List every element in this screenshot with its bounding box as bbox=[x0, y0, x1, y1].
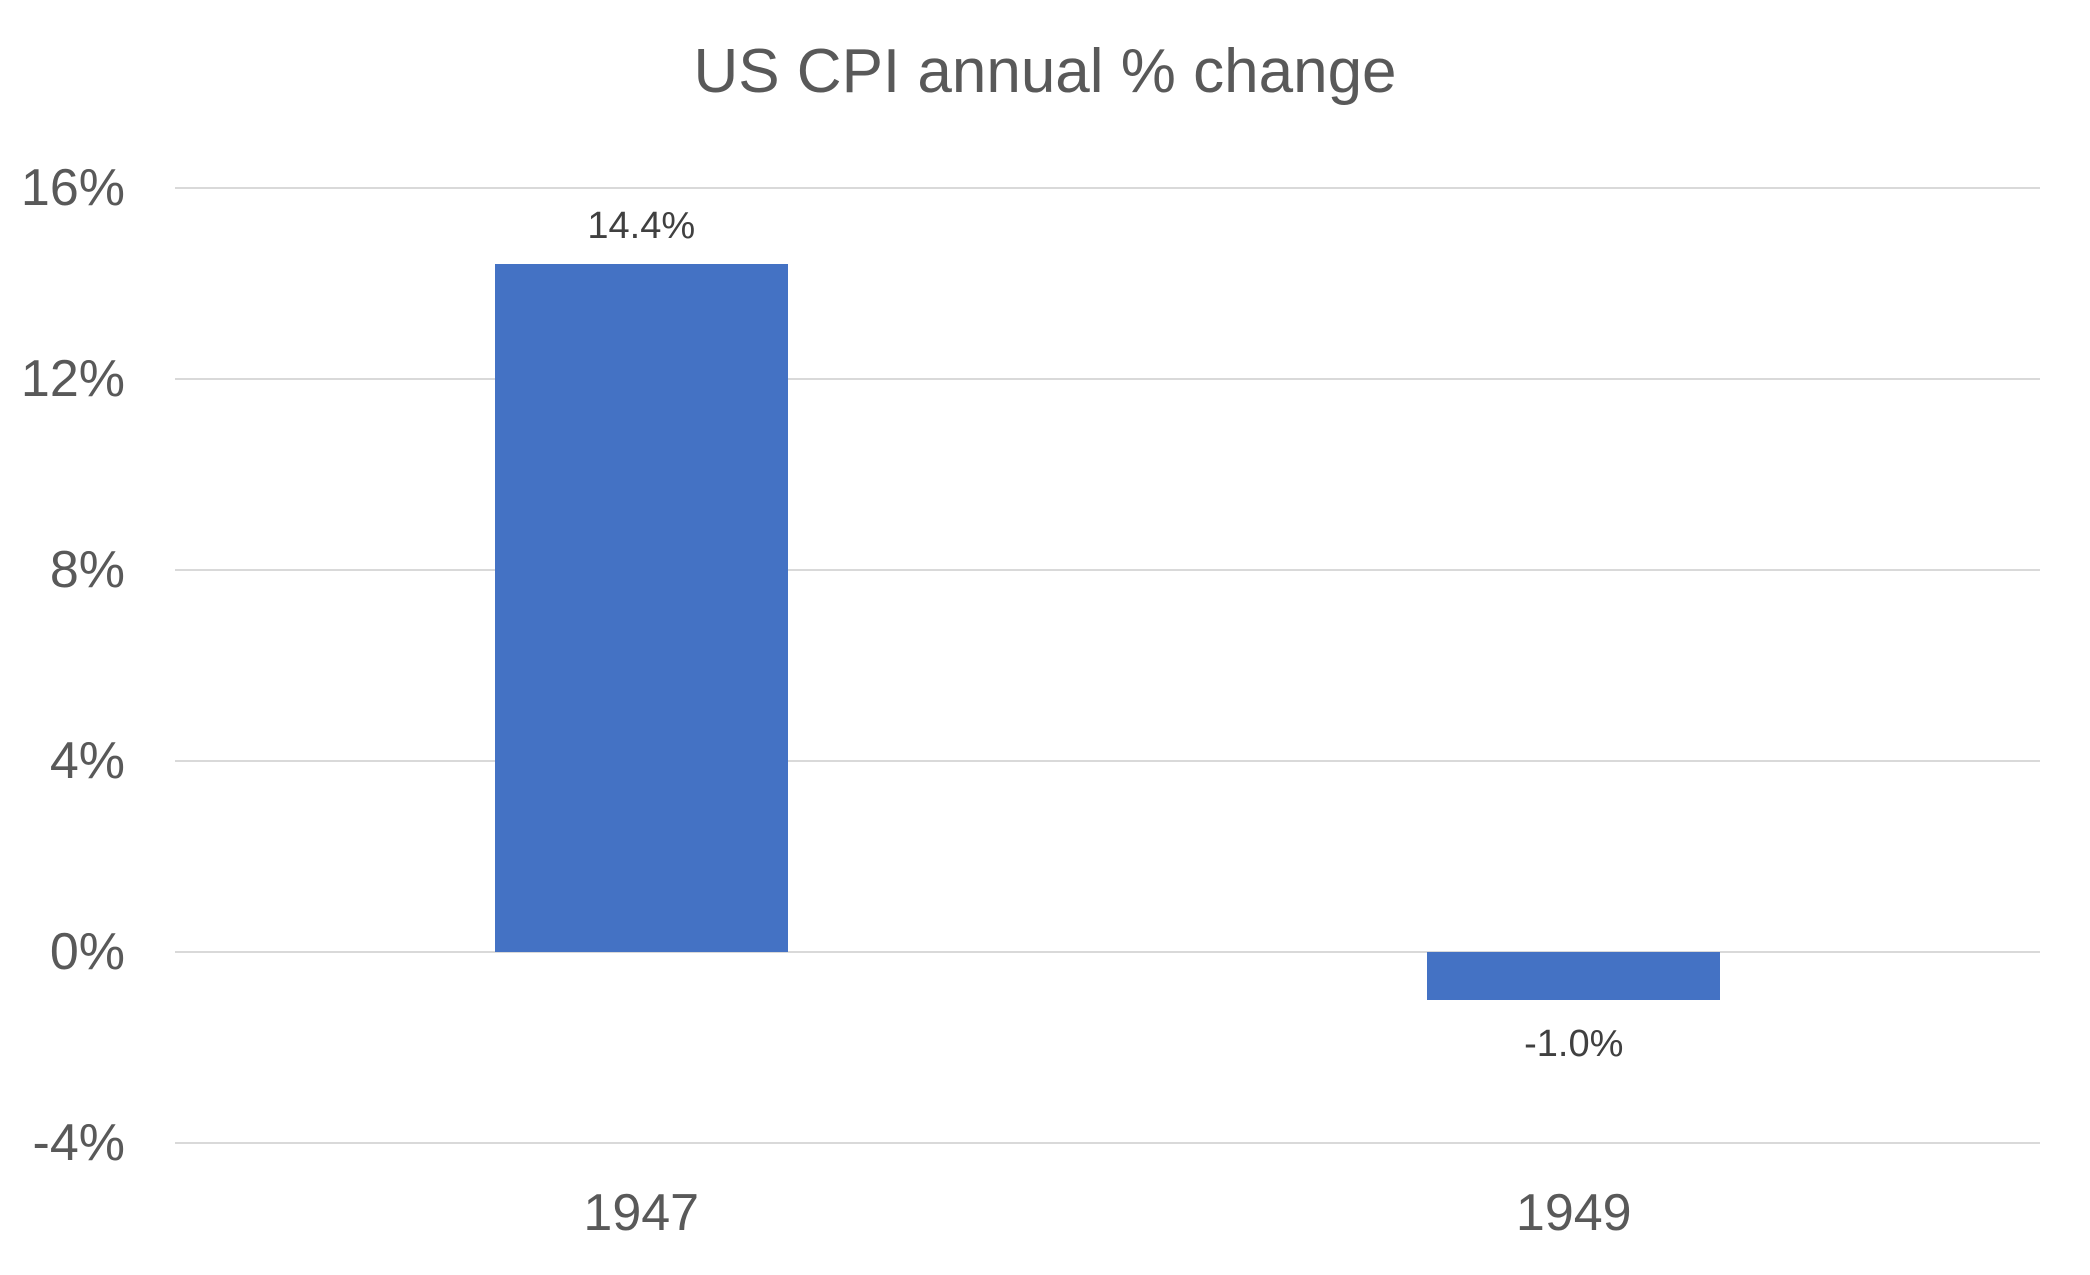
gridline--4% bbox=[175, 1142, 2040, 1144]
gridline-12% bbox=[175, 378, 2040, 380]
chart-title: US CPI annual % change bbox=[693, 37, 1397, 106]
x-axis-tick-label-1949: 1949 bbox=[1515, 1184, 1632, 1242]
y-axis-tick-label: 16% bbox=[20, 159, 125, 217]
data-label-1947: 14.4% bbox=[587, 205, 696, 248]
gridline-16% bbox=[175, 187, 2040, 189]
data-label-1949: -1.0% bbox=[1524, 1022, 1624, 1065]
y-axis-tick-label: -4% bbox=[32, 1114, 125, 1172]
x-axis-tick-label-1947: 1947 bbox=[583, 1184, 700, 1242]
y-axis-tick-label: 8% bbox=[49, 541, 125, 599]
bar-1947[interactable] bbox=[494, 264, 788, 952]
gridline-8% bbox=[175, 569, 2040, 571]
y-axis-tick-label: 12% bbox=[20, 350, 125, 408]
gridline-0% bbox=[175, 951, 2040, 953]
bar-1949[interactable] bbox=[1427, 952, 1721, 1000]
y-axis-tick-label: 4% bbox=[49, 732, 125, 790]
y-axis-tick-label: 0% bbox=[49, 923, 125, 981]
gridline-4% bbox=[175, 760, 2040, 762]
